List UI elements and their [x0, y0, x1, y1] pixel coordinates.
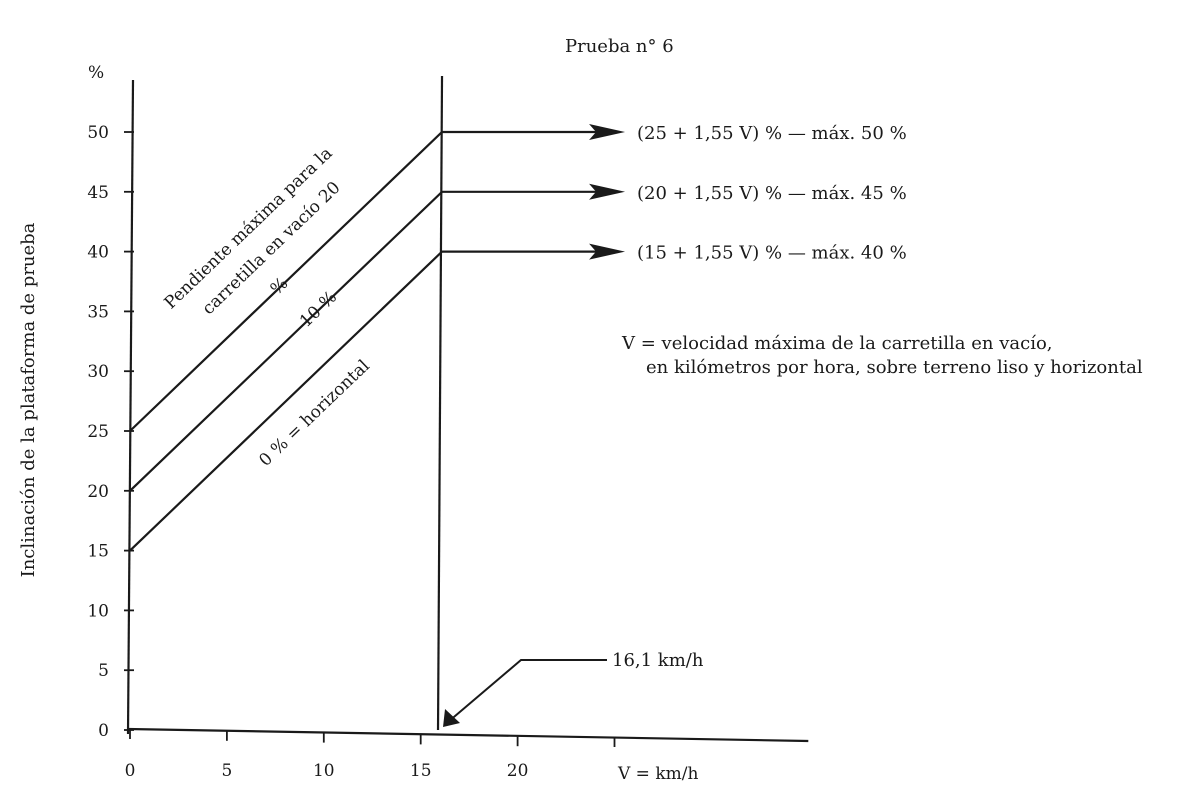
note-line-2: en kilómetros por hora, sobre terreno li…: [646, 357, 1143, 378]
x-axis-label: V = km/h: [617, 764, 698, 784]
series-layer: [129, 124, 626, 727]
y-tick-label: 30: [87, 362, 109, 382]
series-line-1: [129, 190, 598, 492]
chart-title: Prueba n° 6: [565, 36, 674, 57]
y-tick-label: 20: [87, 482, 109, 502]
axes: 0 5 10 15 20 25 30 35 40 45 50 0 5 10 15 20: [87, 75, 809, 781]
y-axis-line: [126, 79, 135, 735]
y-tick-label: 35: [87, 302, 109, 322]
y-tick-label: 0: [98, 721, 109, 741]
y-tick-label: 50: [87, 123, 109, 143]
series-arrowhead-0: [589, 124, 626, 140]
series-line-0: [129, 130, 598, 432]
x-tick-label: 20: [507, 761, 529, 781]
series-arrowhead-1: [589, 183, 626, 200]
y-tick-label: 45: [87, 183, 109, 203]
speed-arrowhead: [443, 709, 461, 727]
y-tick-label: 15: [87, 542, 109, 562]
series-arrowhead-2: [589, 243, 626, 260]
x-axis-line: [127, 727, 809, 743]
x-tick-label: 5: [221, 761, 232, 781]
series-end-label-1: (20 + 1,55 V) % — máx. 45 %: [637, 183, 907, 204]
speed-leader: [447, 659, 607, 723]
series-label-0: Pendiente máxima para la: [161, 143, 337, 313]
y-unit-label: %: [88, 63, 104, 83]
y-tick-label: 10: [87, 601, 109, 621]
speed-limit-line: [436, 75, 444, 731]
line-labels: (25 + 1,55 V) % — máx. 50 % (20 + 1,55 V)…: [161, 123, 907, 471]
x-tick-label: 10: [313, 761, 335, 781]
speed-annotation: 16,1 km/h: [612, 650, 704, 671]
y-tick-label: 25: [87, 422, 109, 442]
x-tick-label: 0: [125, 761, 136, 781]
y-axis-label: Inclinación de la plataforma de prueba: [18, 222, 39, 577]
note-line-1: V = velocidad máxima de la carretilla en…: [621, 333, 1053, 354]
x-tick-label: 15: [410, 761, 432, 781]
series-line-2: [129, 250, 598, 552]
series-end-label-2: (15 + 1,55 V) % — máx. 40 %: [637, 243, 907, 264]
y-tick-label: 40: [87, 243, 109, 263]
y-tick-label: 5: [98, 661, 109, 681]
series-end-label-0: (25 + 1,55 V) % — máx. 50 %: [637, 123, 907, 144]
